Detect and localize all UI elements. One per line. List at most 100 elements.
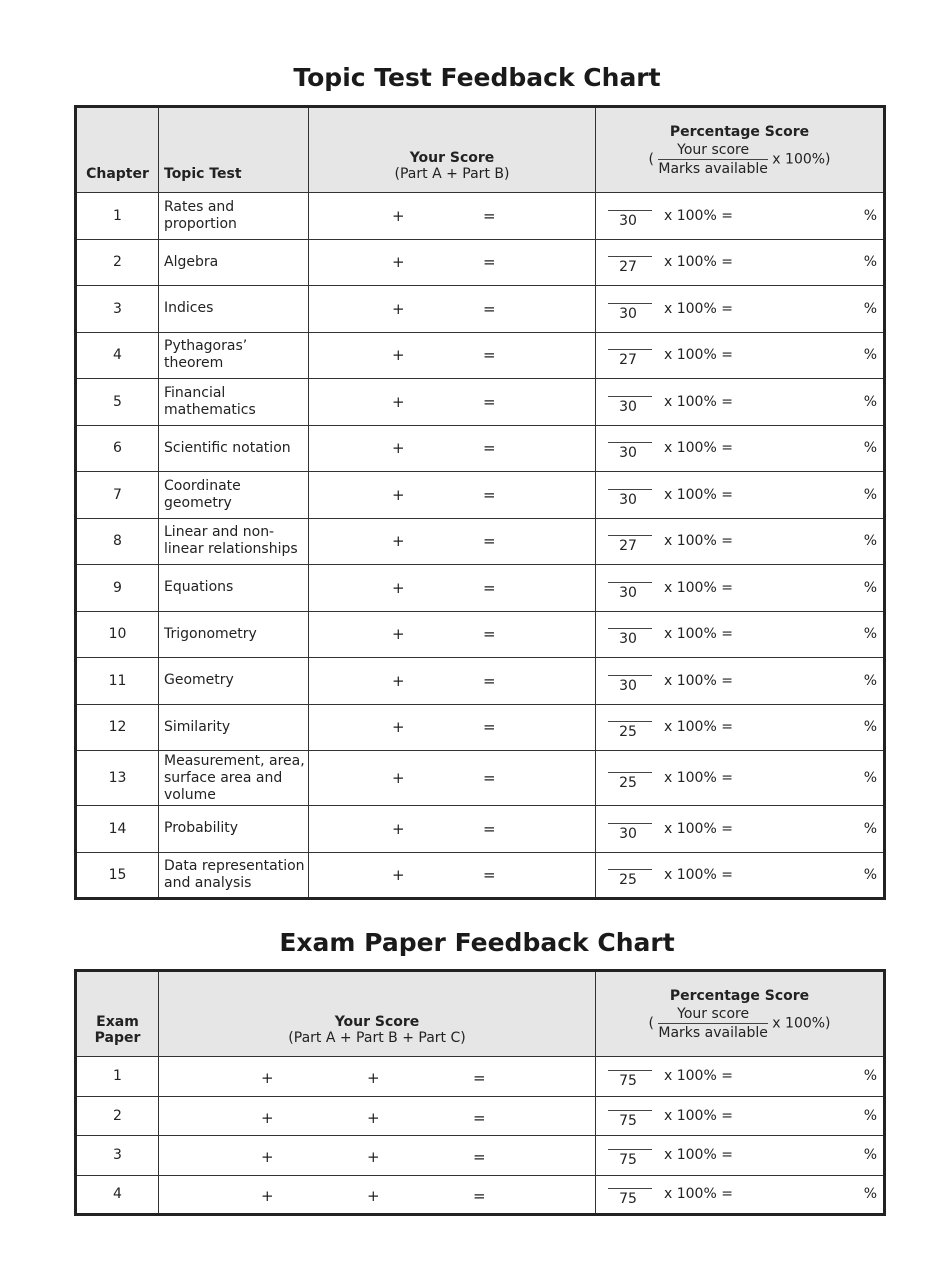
topic-name: Indices (158, 285, 309, 333)
percentage-cell[interactable]: 25 x 100% = % (595, 851, 885, 899)
percentage-cell[interactable]: 75 x 100% = % (595, 1056, 885, 1097)
score-cell[interactable]: + = (308, 424, 596, 472)
score-cell[interactable]: + = (308, 331, 596, 379)
fraction-line (608, 868, 652, 870)
percentage-cell[interactable]: 75 x 100% = % (595, 1095, 885, 1136)
marks-available: 25 (619, 724, 637, 741)
percentage-cell[interactable]: 75 x 100% = % (595, 1135, 885, 1176)
plus-sign: + (261, 1108, 274, 1127)
paper-number: 2 (75, 1095, 159, 1136)
multiply-label: x 100% = (664, 300, 733, 317)
percentage-cell[interactable]: 30 x 100% = % (595, 285, 885, 333)
score-cell[interactable]: + = (308, 750, 596, 806)
equals-sign: = (483, 392, 496, 411)
equals-sign: = (483, 532, 496, 551)
percent-sign: % (863, 486, 877, 503)
topic-name: Data representation and analysis (158, 851, 309, 899)
marks-available: 30 (619, 584, 637, 601)
marks-available: 30 (619, 212, 637, 229)
plus-sign: + (261, 1148, 274, 1167)
plus-sign: + (367, 1069, 380, 1088)
percentage-cell[interactable]: 25 x 100% = % (595, 750, 885, 806)
percent-sign: % (863, 1147, 877, 1164)
equals-sign: = (483, 485, 496, 504)
score-cell[interactable]: + = (308, 703, 596, 751)
score-cell[interactable]: + = (308, 517, 596, 565)
percentage-cell[interactable]: 75 x 100% = % (595, 1174, 885, 1215)
score-cell[interactable]: + = (308, 192, 596, 240)
topic-name: Geometry (158, 657, 309, 705)
percent-sign: % (863, 719, 877, 736)
percentage-cell[interactable]: 30 x 100% = % (595, 564, 885, 612)
percentage-cell[interactable]: 30 x 100% = % (595, 378, 885, 426)
score-cell[interactable]: + + = (158, 1174, 596, 1215)
header-pct-fraction: Your score Marks available (658, 142, 768, 177)
marks-available: 30 (619, 631, 637, 648)
header-pct-mult: x 100%) (772, 151, 831, 167)
score-cell[interactable]: + = (308, 805, 596, 853)
chapter-number: 9 (75, 564, 159, 612)
fraction-line (608, 488, 652, 490)
topic-name: Measurement, area, surface area and volu… (158, 750, 309, 806)
plus-sign: + (392, 206, 405, 225)
score-cell[interactable]: + + = (158, 1135, 596, 1176)
marks-available: 30 (619, 445, 637, 462)
header-score: Your Score (Part A + Part B + Part C) (158, 970, 596, 1057)
marks-available: 27 (619, 352, 637, 369)
score-cell[interactable]: + + = (158, 1095, 596, 1136)
score-cell[interactable]: + = (308, 610, 596, 658)
equals-sign: = (473, 1069, 486, 1088)
table-row: 2 + + = 75 x 100% = % (75, 1095, 885, 1136)
plus-sign: + (392, 299, 405, 318)
chapter-number: 13 (75, 750, 159, 806)
percentage-cell[interactable]: 25 x 100% = % (595, 703, 885, 751)
header-pct-den: Marks available (658, 1024, 768, 1041)
percent-sign: % (863, 820, 877, 837)
table-row: 12 Similarity + = 25 x 100% = % (75, 703, 885, 751)
header-paper: Exam Paper (75, 970, 159, 1057)
score-cell[interactable]: + + = (158, 1056, 596, 1097)
score-cell[interactable]: + = (308, 285, 596, 333)
equals-sign: = (473, 1148, 486, 1167)
plus-sign: + (392, 392, 405, 411)
multiply-label: x 100% = (664, 719, 733, 736)
marks-available: 27 (619, 259, 637, 276)
table-row: 4 Pythagoras’ theorem + = 27 x 100% = % (75, 331, 885, 379)
percentage-cell[interactable]: 27 x 100% = % (595, 517, 885, 565)
score-cell[interactable]: + = (308, 378, 596, 426)
header-chapter: Chapter (75, 106, 159, 193)
fraction-line (608, 302, 652, 304)
topic-name: Scientific notation (158, 424, 309, 472)
percentage-cell[interactable]: 27 x 100% = % (595, 238, 885, 286)
score-cell[interactable]: + = (308, 238, 596, 286)
score-cell[interactable]: + = (308, 471, 596, 519)
score-cell[interactable]: + = (308, 564, 596, 612)
percentage-cell[interactable]: 27 x 100% = % (595, 331, 885, 379)
topic-name: Rates and proportion (158, 192, 309, 240)
score-cell[interactable]: + = (308, 851, 596, 899)
equals-sign: = (473, 1108, 486, 1127)
percentage-cell[interactable]: 30 x 100% = % (595, 192, 885, 240)
paper-number: 1 (75, 1056, 159, 1097)
percent-sign: % (863, 254, 877, 271)
fraction-line (608, 772, 652, 773)
percentage-cell[interactable]: 30 x 100% = % (595, 471, 885, 519)
multiply-label: x 100% = (664, 820, 733, 837)
plus-sign: + (392, 769, 405, 787)
plus-sign: + (392, 485, 405, 504)
marks-available: 25 (619, 775, 637, 791)
paper-number: 4 (75, 1174, 159, 1215)
header-percentage: Percentage Score ( Your score Marks avail… (595, 106, 885, 193)
chapter-number: 2 (75, 238, 159, 286)
multiply-label: x 100% = (664, 579, 733, 596)
score-cell[interactable]: + = (308, 657, 596, 705)
percentage-cell[interactable]: 30 x 100% = % (595, 657, 885, 705)
percentage-cell[interactable]: 30 x 100% = % (595, 805, 885, 853)
percentage-cell[interactable]: 30 x 100% = % (595, 610, 885, 658)
percentage-cell[interactable]: 30 x 100% = % (595, 424, 885, 472)
marks-available: 30 (619, 305, 637, 322)
plus-sign: + (392, 439, 405, 458)
paper-number: 3 (75, 1135, 159, 1176)
table-row: 1 Rates and proportion + = 30 x 100% = % (75, 192, 885, 240)
